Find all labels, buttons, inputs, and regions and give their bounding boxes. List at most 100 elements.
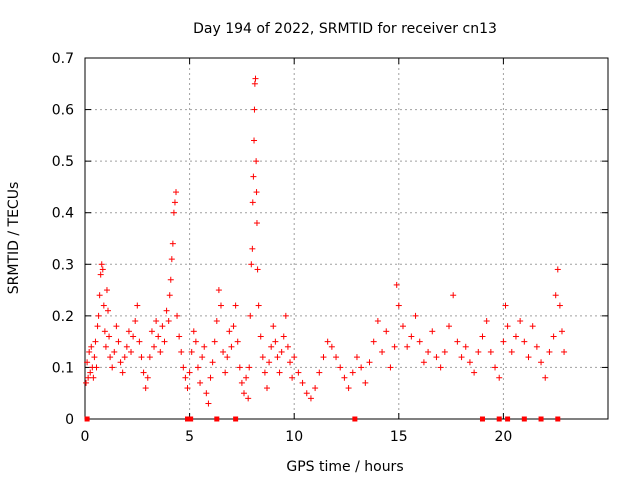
- axis-ticks: 0 0.1 0.2 0.3 0.4 0.5 0.6 0.7 0 5 10 15 20: [52, 51, 608, 445]
- data-point: [83, 379, 90, 386]
- data-point: [215, 287, 222, 294]
- data-point: [102, 343, 109, 350]
- zero-marker: [352, 416, 358, 422]
- data-point: [274, 354, 281, 361]
- data-point: [144, 374, 151, 381]
- x-tick-label: 20: [494, 429, 512, 445]
- y-tick-label: 0.7: [52, 51, 74, 67]
- data-point: [282, 312, 289, 319]
- data-point: [92, 338, 99, 345]
- data-point: [245, 395, 252, 402]
- data-point: [138, 354, 145, 361]
- data-point: [174, 312, 181, 319]
- data-point: [295, 369, 302, 376]
- data-point: [128, 348, 135, 355]
- zero-marker: [505, 416, 511, 422]
- x-tick-label: 0: [81, 429, 90, 445]
- data-point: [107, 354, 114, 361]
- data-point: [446, 323, 453, 330]
- data-point: [109, 364, 116, 371]
- data-point: [155, 333, 162, 340]
- data-point: [159, 323, 166, 330]
- data-point: [525, 354, 532, 361]
- data-point: [550, 333, 557, 340]
- data-point: [554, 266, 561, 273]
- x-axis-label: GPS time / hours: [286, 459, 403, 475]
- data-point: [163, 307, 170, 314]
- data-point: [328, 343, 335, 350]
- data-point: [205, 400, 212, 407]
- data-point: [113, 323, 120, 330]
- y-tick-label: 0.6: [52, 103, 74, 119]
- data-point: [268, 343, 275, 350]
- data-point: [291, 354, 298, 361]
- data-point: [238, 379, 245, 386]
- data-point: [220, 348, 227, 355]
- data-point: [429, 328, 436, 335]
- data-point: [222, 369, 229, 376]
- data-point: [97, 271, 104, 278]
- data-point: [483, 318, 490, 325]
- data-point: [333, 354, 340, 361]
- data-point: [171, 199, 178, 206]
- y-tick-label: 0.2: [52, 309, 74, 325]
- data-point: [84, 359, 91, 366]
- data-point: [115, 338, 122, 345]
- y-tick-label: 0: [65, 412, 74, 428]
- data-point: [533, 343, 540, 350]
- data-point: [502, 302, 509, 309]
- data-point: [88, 343, 95, 350]
- data-point: [433, 354, 440, 361]
- data-point: [307, 395, 314, 402]
- data-point: [224, 354, 231, 361]
- data-point: [243, 374, 250, 381]
- data-point: [529, 323, 536, 330]
- data-point: [272, 338, 279, 345]
- data-point: [471, 369, 478, 376]
- data-point: [255, 302, 262, 309]
- data-point: [186, 369, 193, 376]
- data-point: [416, 338, 423, 345]
- data-point: [538, 359, 545, 366]
- data-point: [142, 385, 149, 392]
- data-point: [121, 354, 128, 361]
- data-point: [170, 209, 177, 216]
- data-point: [370, 338, 377, 345]
- data-point: [100, 302, 107, 309]
- data-point: [362, 379, 369, 386]
- data-point: [437, 364, 444, 371]
- data-point: [450, 292, 457, 299]
- data-point: [173, 189, 180, 196]
- data-point: [561, 348, 568, 355]
- gridlines: [85, 58, 608, 419]
- data-point: [101, 328, 108, 335]
- data-point: [230, 323, 237, 330]
- data-point: [228, 343, 235, 350]
- data-point: [508, 348, 515, 355]
- data-point: [250, 173, 257, 180]
- data-point: [379, 348, 386, 355]
- data-point: [383, 328, 390, 335]
- data-point: [99, 266, 106, 273]
- data-point: [425, 348, 432, 355]
- data-point: [496, 374, 503, 381]
- data-point: [251, 137, 258, 144]
- data-point: [182, 374, 189, 381]
- data-point: [161, 338, 168, 345]
- data-point: [201, 343, 208, 350]
- zero-markers: [84, 416, 561, 422]
- data-point: [420, 359, 427, 366]
- zero-marker: [188, 416, 194, 422]
- data-point: [479, 333, 486, 340]
- data-point: [299, 379, 306, 386]
- y-tick-label: 0.4: [52, 206, 74, 222]
- data-point: [366, 359, 373, 366]
- zero-marker: [521, 416, 527, 422]
- data-point: [253, 158, 260, 165]
- y-tick-label: 0.5: [52, 154, 74, 170]
- data-point: [303, 390, 310, 397]
- data-point: [94, 323, 101, 330]
- data-point: [504, 323, 511, 330]
- zero-marker: [185, 416, 191, 422]
